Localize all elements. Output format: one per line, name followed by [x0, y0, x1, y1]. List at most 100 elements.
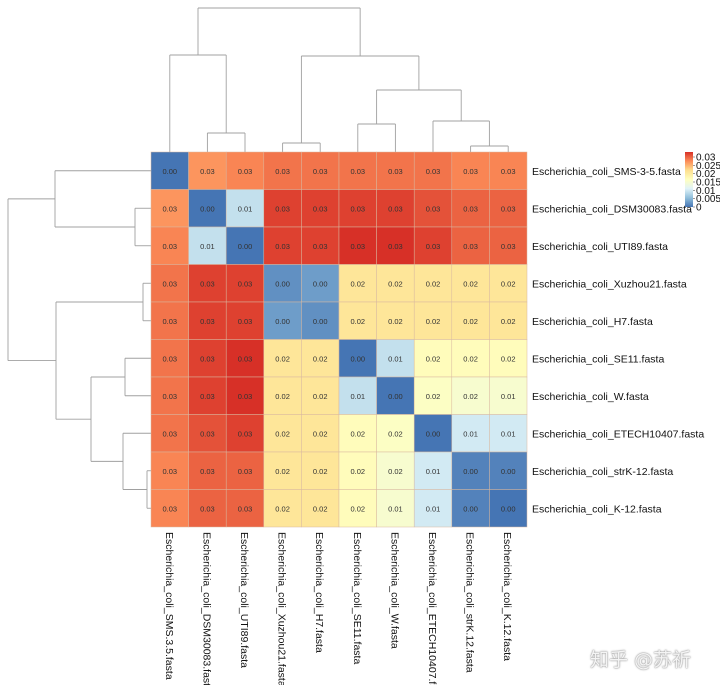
heatmap-cell — [376, 376, 415, 415]
heatmap-cell — [338, 489, 377, 528]
heatmap-cell — [263, 451, 302, 490]
heatmap-cell — [225, 301, 265, 340]
cell-value-label: 0.02 — [350, 504, 365, 513]
heatmap-cell — [263, 301, 302, 340]
column-label: Escherichia_coli_DSM30083.fasta — [200, 532, 212, 685]
legend-tick-label: 0.03 — [696, 153, 716, 164]
heatmap-cell — [301, 301, 340, 340]
cell-value-label: 0.02 — [426, 354, 441, 363]
cell-value-label: 0.02 — [426, 279, 441, 288]
cell-value-label: 0.02 — [275, 392, 290, 401]
column-dendrogram — [169, 7, 509, 152]
cell-value-label: 0.03 — [200, 467, 215, 476]
heatmap-cell — [489, 414, 528, 453]
heatmap-cell — [150, 189, 189, 228]
cell-value-label: 0.03 — [388, 204, 403, 213]
cell-value-label: 0.03 — [162, 504, 177, 513]
cell-value-label: 0.03 — [162, 242, 177, 251]
cell-value-label: 0.02 — [463, 392, 478, 401]
cell-value-label: 0.01 — [501, 429, 516, 438]
cell-value-label: 0.02 — [350, 317, 365, 326]
cell-value-label: 0.02 — [426, 317, 441, 326]
row-label: Escherichia_coli_DSM30083.fasta — [532, 203, 692, 215]
cell-value-label: 0.03 — [388, 242, 403, 251]
heatmap-cell — [376, 301, 415, 340]
cell-value-label: 0.03 — [426, 167, 441, 176]
heatmap-cell — [451, 264, 490, 303]
cell-value-label: 0.00 — [463, 467, 478, 476]
cell-value-label: 0.01 — [238, 204, 253, 213]
heatmap-cell — [301, 414, 340, 453]
cell-value-label: 0.03 — [501, 167, 516, 176]
heatmap-cell — [413, 376, 453, 415]
cell-value-label: 0.03 — [200, 504, 215, 513]
row-label: Escherichia_coli_strK-12.fasta — [532, 466, 673, 478]
heatmap-cell — [188, 151, 227, 190]
heatmap-cell — [150, 301, 189, 340]
cell-value-label: 0.02 — [463, 317, 478, 326]
heatmap-cell — [188, 451, 227, 490]
cell-value-label: 0.03 — [162, 392, 177, 401]
column-label: Escherichia_coli_W.fasta — [388, 532, 400, 649]
heatmap-cell — [263, 151, 302, 190]
heatmap-cell — [338, 376, 377, 415]
cell-value-label: 0.00 — [501, 467, 516, 476]
row-label: Escherichia_coli_Xuzhou21.fasta — [532, 278, 687, 290]
cell-value-label: 0.03 — [200, 279, 215, 288]
cell-value-label: 0.01 — [426, 467, 441, 476]
cell-value-label: 0.03 — [238, 504, 253, 513]
cell-value-label: 0.01 — [463, 429, 478, 438]
heatmap-cell — [376, 489, 415, 528]
heatmap-cell — [338, 451, 377, 490]
cell-value-label: 0.02 — [275, 467, 290, 476]
heatmap-cell — [301, 451, 340, 490]
heatmap-cell — [225, 451, 265, 490]
cell-value-label: 0.00 — [238, 242, 253, 251]
cell-value-label: 0.02 — [313, 429, 328, 438]
cell-value-label: 0.01 — [388, 354, 403, 363]
cell-value-label: 0.00 — [501, 504, 516, 513]
cell-value-label: 0.03 — [200, 317, 215, 326]
cell-value-label: 0.01 — [426, 504, 441, 513]
row-label: Escherichia_coli_H7.fasta — [532, 316, 653, 328]
cell-value-label: 0.03 — [350, 242, 365, 251]
heatmap-cell — [225, 151, 265, 190]
cell-value-label: 0.03 — [238, 317, 253, 326]
row-label: Escherichia_coli_SMS-3-5.fasta — [532, 166, 681, 178]
column-label: Escherichia_coli_UTI89.fasta — [238, 532, 250, 668]
heatmap-cell — [150, 226, 189, 265]
heatmap-cell — [338, 414, 377, 453]
heatmap-cell — [413, 489, 453, 528]
column-label: Escherichia_coli_K.12.fasta — [501, 532, 513, 661]
heatmap-cell — [225, 376, 265, 415]
column-label: Escherichia_coli_strK.12.fasta — [464, 532, 476, 673]
heatmap-cell — [451, 414, 490, 453]
cell-value-label: 0.03 — [162, 204, 177, 213]
heatmap-cell — [489, 451, 528, 490]
column-labels: Escherichia_coli_SMS.3.5.fasta Escherichi… — [163, 532, 513, 685]
column-label: Escherichia_coli_ETECH10407.fasta — [426, 532, 438, 685]
cell-value-label: 0.03 — [463, 167, 478, 176]
heatmap-cell — [263, 189, 302, 228]
cell-value-label: 0.03 — [501, 204, 516, 213]
column-label: Escherichia_coli_SMS.3.5.fasta — [163, 532, 175, 680]
heatmap-cell — [225, 226, 265, 265]
column-label: Escherichia_coli_Xuzhou21.fasta — [276, 532, 288, 685]
heatmap-cell — [188, 301, 227, 340]
heatmap-cell — [225, 489, 265, 528]
row-label: Escherichia_coli_K-12.fasta — [532, 503, 662, 515]
cell-value-label: 0.03 — [238, 392, 253, 401]
cell-value-label: 0.03 — [388, 167, 403, 176]
cell-value-label: 0.02 — [501, 317, 516, 326]
cell-value-label: 0.02 — [501, 279, 516, 288]
heatmap-cell — [338, 264, 377, 303]
cell-value-label: 0.00 — [350, 354, 365, 363]
cell-value-label: 0.01 — [200, 242, 215, 251]
legend-tick-label: 0 — [696, 203, 702, 214]
heatmap-cell — [150, 339, 189, 378]
cell-value-label: 0.02 — [501, 354, 516, 363]
cell-value-label: 0.02 — [313, 467, 328, 476]
heatmap-cell — [413, 301, 453, 340]
